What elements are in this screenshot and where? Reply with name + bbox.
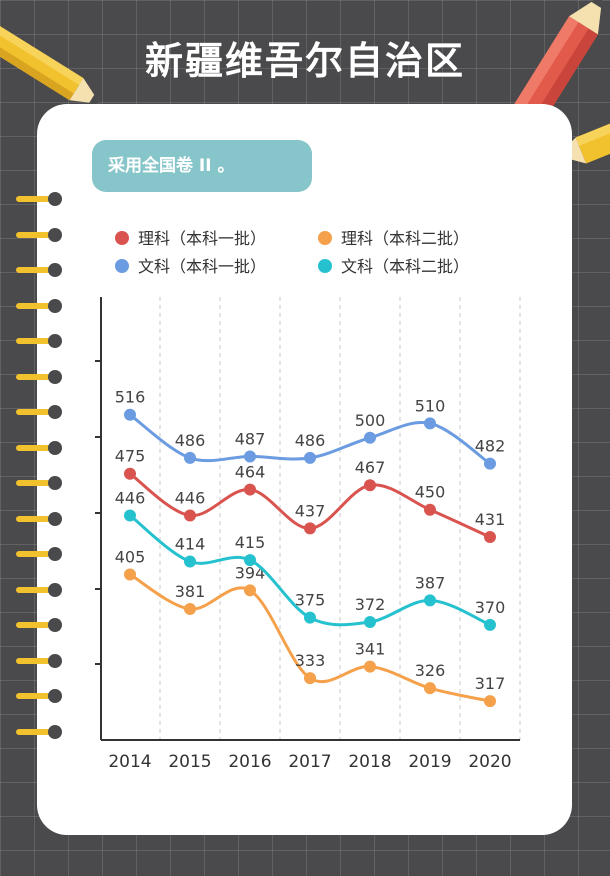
data-label: 450 [415, 483, 446, 502]
x-tick-label: 2019 [408, 752, 451, 772]
data-label: 415 [235, 533, 266, 552]
x-tick-label: 2015 [168, 752, 211, 772]
data-label: 381 [175, 582, 206, 601]
binder-ring-icon [16, 404, 62, 420]
data-point [184, 603, 196, 616]
binder-ring-icon [16, 369, 62, 385]
data-point [484, 531, 496, 544]
data-point [484, 618, 496, 631]
legend-item: 理科（本科二批） [318, 228, 469, 250]
data-point [124, 408, 136, 421]
data-point [244, 450, 256, 463]
data-point [424, 594, 436, 607]
legend-label: 文科（本科一批） [138, 257, 267, 276]
data-point [244, 483, 256, 496]
data-point [124, 467, 136, 480]
data-label: 467 [355, 458, 386, 477]
legend-label: 文科（本科二批） [341, 257, 470, 276]
x-tick-label: 2017 [288, 752, 331, 772]
data-label: 446 [115, 488, 146, 507]
data-point [124, 509, 136, 522]
legend-swatch [115, 258, 129, 273]
data-label: 482 [475, 437, 506, 456]
data-label: 387 [415, 573, 446, 592]
binder-ring-icon [16, 475, 62, 491]
page-title: 新疆维吾尔自治区 [144, 39, 465, 83]
binder-ring-icon [16, 262, 62, 278]
data-point [484, 695, 496, 708]
data-point [364, 431, 376, 444]
data-label: 333 [295, 651, 326, 670]
data-label: 370 [475, 598, 506, 617]
legend-label: 理科（本科一批） [138, 229, 267, 248]
binder-ring-icon [16, 546, 62, 562]
data-label: 341 [355, 640, 386, 659]
data-point [304, 672, 316, 685]
binder-ring-icon [16, 440, 62, 456]
binder-ring-icon [16, 511, 62, 527]
subtitle-box: 采用全国卷 II 。 [92, 140, 312, 192]
data-label: 394 [235, 563, 266, 582]
legend-item: 文科（本科二批） [318, 256, 469, 278]
binder-ring-icon [16, 582, 62, 598]
binder-ring-icon [16, 617, 62, 633]
binder-ring-icon [16, 191, 62, 207]
data-point [304, 451, 316, 464]
data-label: 326 [415, 661, 446, 680]
data-point [304, 522, 316, 535]
legend-item: 理科（本科一批） [115, 228, 266, 250]
data-label: 475 [115, 447, 146, 466]
data-label: 414 [175, 535, 206, 554]
legend-label: 理科（本科二批） [341, 229, 470, 248]
data-label: 500 [355, 411, 386, 430]
data-label: 375 [295, 591, 326, 610]
binder-ring-icon [16, 724, 62, 740]
legend-swatch [115, 230, 129, 245]
data-label: 487 [235, 429, 266, 448]
data-point [244, 584, 256, 597]
data-label: 405 [115, 547, 146, 566]
data-point [424, 417, 436, 430]
data-point [304, 611, 316, 624]
data-point [184, 509, 196, 522]
binder-ring-icon [16, 688, 62, 704]
data-label: 437 [295, 501, 326, 520]
pencil-icon [0, 20, 101, 105]
data-label: 431 [475, 510, 506, 529]
data-label: 486 [175, 431, 206, 450]
data-point [184, 555, 196, 568]
data-label: 464 [235, 463, 266, 482]
data-point [424, 503, 436, 516]
x-tick-label: 2016 [228, 752, 271, 772]
data-point [124, 568, 136, 581]
legend-swatch [318, 258, 332, 273]
data-point [424, 682, 436, 695]
binder-ring-icon [16, 653, 62, 669]
binder-ring-icon [16, 227, 62, 243]
data-label: 486 [295, 431, 326, 450]
x-tick-label: 2018 [348, 752, 391, 772]
data-label: 317 [475, 674, 506, 693]
x-tick-label: 2014 [108, 752, 151, 772]
legend-swatch [318, 230, 332, 245]
data-point [484, 457, 496, 470]
binder-ring-icon [16, 298, 62, 314]
data-label: 510 [415, 396, 446, 415]
x-tick-label: 2020 [468, 752, 511, 772]
data-point [244, 554, 256, 567]
data-point [364, 660, 376, 673]
binder-ring-icon [16, 333, 62, 349]
data-point [364, 615, 376, 628]
data-label: 516 [115, 388, 146, 407]
data-point [364, 479, 376, 492]
data-label: 372 [355, 595, 386, 614]
legend-item: 文科（本科一批） [115, 256, 266, 278]
data-label: 446 [175, 488, 206, 507]
data-point [184, 451, 196, 464]
